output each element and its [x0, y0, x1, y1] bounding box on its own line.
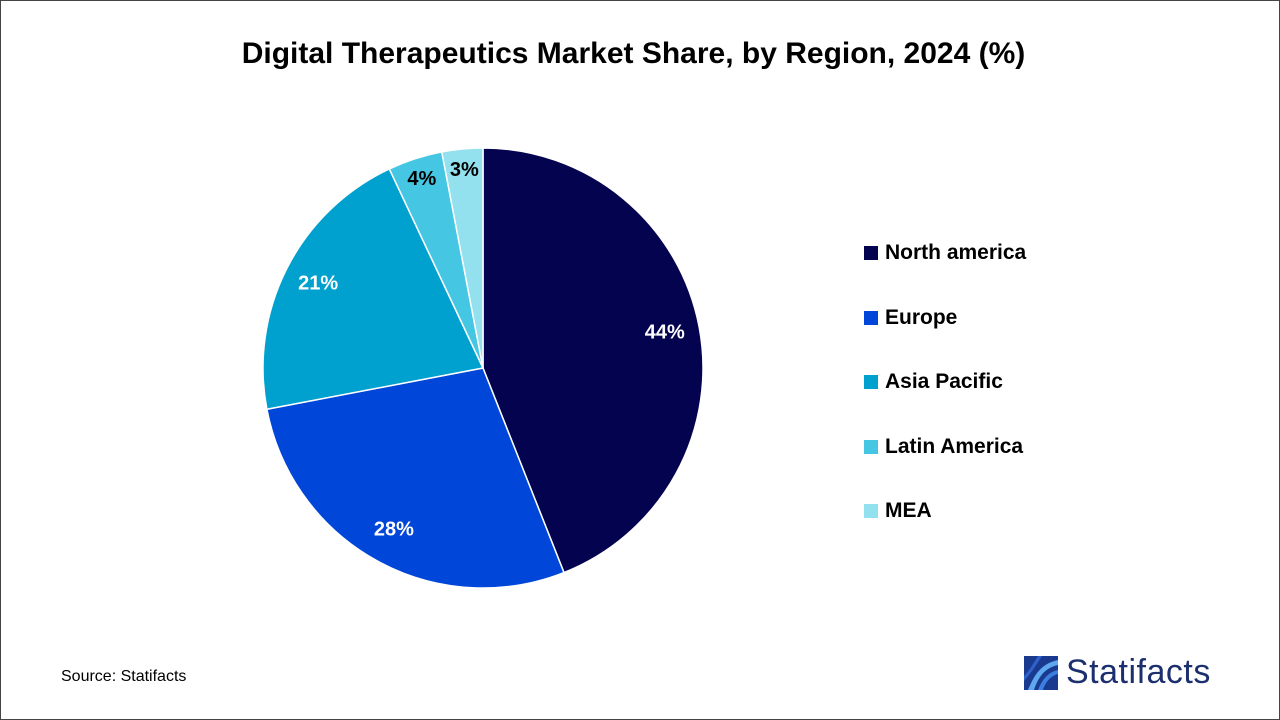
pie-slice-mea — [440, 147, 484, 369]
legend-item: North america — [864, 221, 1026, 286]
data-label: 28% — [374, 518, 414, 540]
legend-swatch — [864, 375, 878, 390]
legend-label: North america — [885, 241, 1027, 265]
data-label: 4% — [407, 168, 436, 190]
chart-title: Digital Therapeutics Market Share, by Re… — [241, 37, 1026, 70]
data-label: 21% — [298, 272, 338, 294]
pie-slice-asia-pacific — [262, 167, 485, 411]
legend-label: Asia Pacific — [885, 370, 1003, 394]
legend: North america Europe Asia Pacific Latin Ame… — [864, 221, 1026, 544]
legend-swatch — [864, 439, 878, 454]
pie-slice-north-america — [482, 147, 704, 574]
legend-item: Latin America — [864, 415, 1026, 480]
legend-label: MEA — [885, 499, 932, 523]
legend-swatch — [864, 246, 878, 261]
legend-swatch — [864, 504, 878, 519]
legend-item: MEA — [864, 479, 1026, 544]
data-label: 3% — [450, 159, 479, 181]
legend-item: Asia Pacific — [864, 350, 1026, 415]
logo-text: Statifacts — [1066, 653, 1211, 691]
legend-item: Europe — [864, 286, 1026, 351]
legend-label: Latin America — [885, 434, 1024, 458]
statifacts-logo: Statifacts — [1024, 653, 1211, 692]
legend-label: Europe — [885, 305, 958, 329]
pie-slice-europe — [266, 367, 565, 589]
statifacts-logo-icon — [1024, 655, 1058, 690]
data-label: 44% — [645, 322, 685, 344]
legend-swatch — [864, 310, 878, 325]
source-note: Source: Statifacts — [61, 668, 187, 685]
